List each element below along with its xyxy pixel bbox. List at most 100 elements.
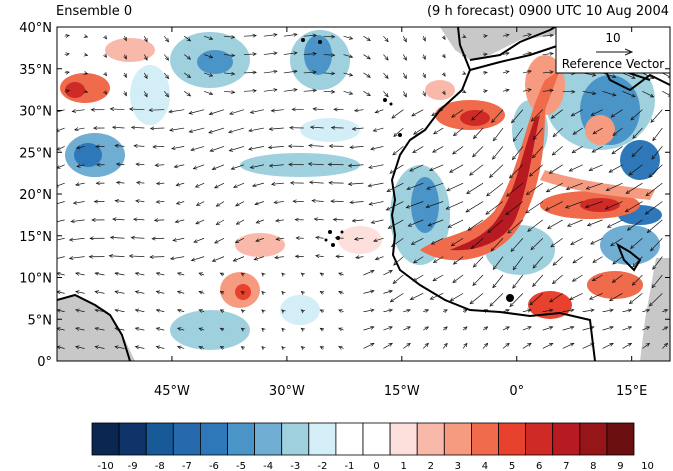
wind-vector [115, 310, 125, 312]
wind-vector [610, 293, 623, 300]
negative-anomaly-patch [300, 118, 360, 142]
wind-vector [448, 219, 464, 228]
wind-vector [443, 91, 445, 94]
colorbar-tick-label: -3 [290, 461, 300, 471]
wind-vector [571, 109, 583, 116]
wind-vector [183, 72, 190, 78]
wind-vector [613, 127, 623, 135]
wind-vector [403, 72, 406, 79]
wind-vector [172, 146, 185, 148]
wind-vector [163, 54, 168, 61]
wind-vector [369, 201, 384, 205]
wind-vector [113, 127, 125, 128]
wind-vector [473, 256, 484, 267]
wind-vector [529, 164, 544, 176]
wind-vector [314, 219, 324, 220]
wind-vector [502, 35, 509, 37]
wind-vector [241, 328, 244, 330]
wind-vector [241, 291, 244, 293]
wind-vector [263, 90, 277, 92]
positive-anomaly-patch [528, 291, 572, 319]
wind-vector [224, 36, 235, 37]
wind-vector [466, 201, 484, 212]
wind-vector [301, 347, 303, 349]
wind-vector [453, 146, 464, 154]
wind-vector [276, 220, 284, 221]
colorbar-swatch [552, 422, 581, 456]
wind-vector [652, 274, 663, 288]
wind-vector [548, 219, 563, 229]
wind-vector [76, 273, 85, 275]
colorbar-swatch [91, 422, 120, 456]
wind-vector [572, 146, 583, 152]
wind-vector [591, 109, 603, 116]
wind-vector [507, 182, 524, 196]
wind-vector [586, 182, 603, 189]
wind-vector [152, 238, 165, 239]
wind-vector [204, 72, 213, 76]
wind-vector [178, 328, 185, 330]
wind-vector [316, 256, 324, 257]
wind-vector [403, 343, 410, 349]
wind-vector [413, 146, 424, 152]
wind-vector [124, 54, 126, 60]
wind-vector [393, 274, 404, 283]
wind-vector [550, 293, 563, 302]
wind-vector [283, 89, 297, 91]
wind-vector [85, 55, 88, 56]
wind-vector [374, 237, 384, 241]
wind-vector [488, 219, 504, 233]
island [398, 133, 402, 137]
wind-vector [414, 256, 424, 263]
wind-vector [220, 310, 224, 312]
wind-vector [355, 110, 364, 111]
wind-vector [183, 54, 190, 60]
lat-tick-label: 25°N [19, 146, 52, 161]
wind-vector [647, 219, 663, 233]
map-axes: 0° 5°N 10°N 15°N 20°N 25°N 30°N 35°N 40°N 45°W 30°… [19, 21, 670, 399]
wind-vector [199, 291, 205, 293]
wind-vector [462, 327, 467, 330]
wind-vector [651, 109, 663, 123]
wind-vector [339, 273, 344, 275]
negative-anomaly-patch [130, 65, 170, 125]
wind-vector [216, 201, 225, 207]
wind-vector [403, 36, 406, 42]
wind-vector [282, 310, 284, 312]
wind-vector [250, 164, 264, 168]
wind-vector [231, 164, 245, 169]
colorbar-tick-label: -2 [317, 461, 327, 471]
wind-vector [482, 343, 488, 349]
wind-vector [72, 110, 85, 112]
wind-vector [174, 165, 185, 167]
wind-vector [204, 54, 213, 58]
wind-vector [320, 273, 323, 275]
wind-vector [363, 327, 374, 331]
wind-vector [493, 127, 504, 141]
wind-vector [434, 256, 444, 263]
wind-vector [568, 219, 583, 226]
wind-vector [531, 109, 544, 121]
wind-vector [220, 273, 224, 275]
wind-vector [542, 327, 553, 331]
wind-vector [199, 310, 205, 312]
wind-vector [593, 256, 603, 263]
wind-vector [423, 54, 425, 60]
wind-vector [551, 109, 563, 119]
wind-vector [339, 291, 344, 293]
wind-vector [542, 54, 553, 55]
wind-vector [522, 310, 531, 312]
wind-vector [629, 293, 643, 303]
wind-vector [532, 146, 544, 157]
wind-vector [170, 127, 185, 130]
wind-vector [233, 256, 245, 261]
colorbar-tick-label: -8 [155, 461, 165, 471]
wind-vector [403, 327, 410, 331]
wind-vector [215, 182, 225, 188]
wind-vector [309, 164, 324, 165]
wind-vector [220, 291, 224, 293]
wind-vector [522, 53, 531, 55]
wind-vector [150, 257, 165, 258]
wind-vector [275, 257, 284, 258]
wind-vector [189, 127, 205, 132]
